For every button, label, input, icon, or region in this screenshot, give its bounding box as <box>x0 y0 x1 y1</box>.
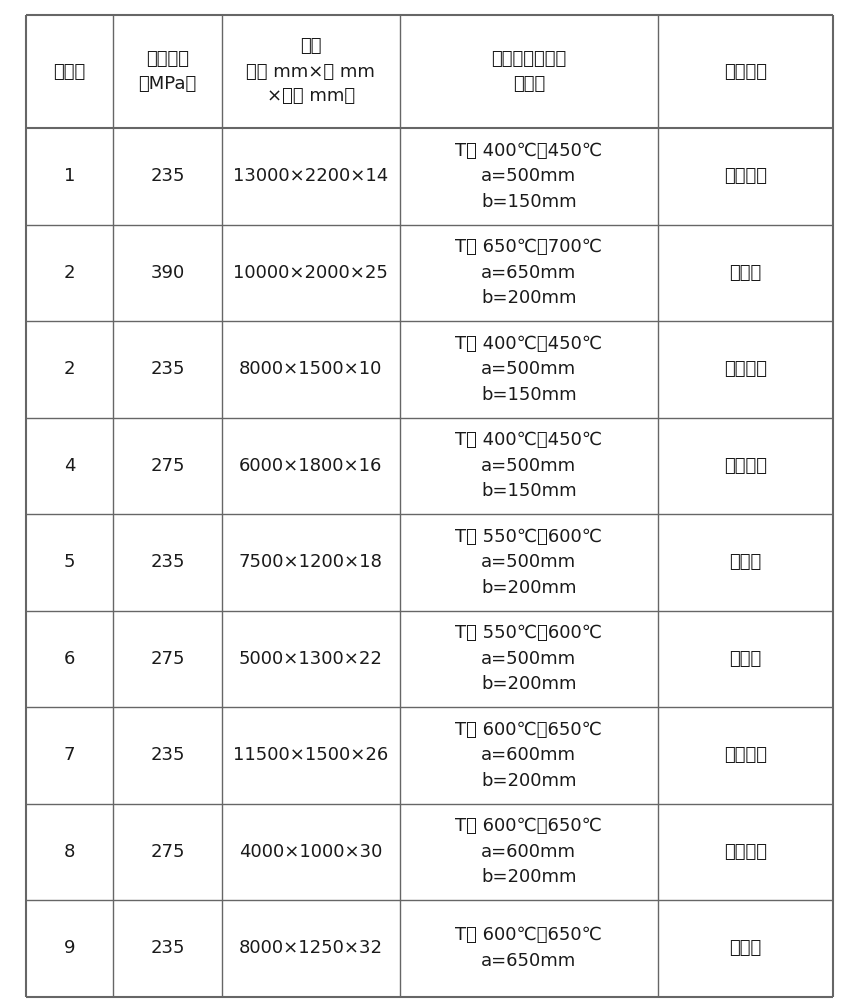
Text: 加热工具: 加热工具 <box>724 62 767 81</box>
Text: 6000×1800×16: 6000×1800×16 <box>239 457 382 475</box>
Text: 5000×1300×22: 5000×1300×22 <box>239 650 383 668</box>
Text: T： 600℃～650℃
a=650mm: T： 600℃～650℃ a=650mm <box>455 926 602 970</box>
Text: 热电偶: 热电偶 <box>729 553 762 571</box>
Text: 4: 4 <box>64 457 75 475</box>
Text: 275: 275 <box>150 457 185 475</box>
Text: 6: 6 <box>64 650 75 668</box>
Text: 火焰烤把: 火焰烤把 <box>724 360 767 378</box>
Text: 275: 275 <box>150 650 185 668</box>
Text: 235: 235 <box>150 939 185 957</box>
Text: 热电偶: 热电偶 <box>729 939 762 957</box>
Text: 实施例: 实施例 <box>53 62 86 81</box>
Text: 热电偶: 热电偶 <box>729 650 762 668</box>
Text: T： 400℃～450℃
a=500mm
b=150mm: T： 400℃～450℃ a=500mm b=150mm <box>455 431 602 500</box>
Text: 火焰烤把: 火焰烤把 <box>724 843 767 861</box>
Text: 火焰烤把: 火焰烤把 <box>724 457 767 475</box>
Text: 235: 235 <box>150 746 185 764</box>
Text: 1: 1 <box>64 167 75 185</box>
Text: 235: 235 <box>150 360 185 378</box>
Text: 235: 235 <box>150 167 185 185</box>
Text: 235: 235 <box>150 553 185 571</box>
Text: 390: 390 <box>150 264 185 282</box>
Text: 4000×1000×30: 4000×1000×30 <box>239 843 382 861</box>
Text: 8000×1250×32: 8000×1250×32 <box>239 939 383 957</box>
Text: 火焰烤把: 火焰烤把 <box>724 746 767 764</box>
Text: 5: 5 <box>64 553 75 571</box>
Text: 13000×2200×14: 13000×2200×14 <box>233 167 388 185</box>
Text: 10000×2000×25: 10000×2000×25 <box>234 264 388 282</box>
Text: T： 600℃～650℃
a=600mm
b=200mm: T： 600℃～650℃ a=600mm b=200mm <box>455 721 602 790</box>
Text: 热电偶: 热电偶 <box>729 264 762 282</box>
Text: T： 550℃～600℃
a=500mm
b=200mm: T： 550℃～600℃ a=500mm b=200mm <box>455 624 602 693</box>
Text: T： 400℃～450℃
a=500mm
b=150mm: T： 400℃～450℃ a=500mm b=150mm <box>455 142 602 211</box>
Text: 8: 8 <box>64 843 75 861</box>
Text: T： 400℃～450℃
a=500mm
b=150mm: T： 400℃～450℃ a=500mm b=150mm <box>455 335 602 404</box>
Text: 规格
（长 mm×宽 mm
×厚度 mm）: 规格 （长 mm×宽 mm ×厚度 mm） <box>247 37 375 105</box>
Text: 275: 275 <box>150 843 185 861</box>
Text: T： 650℃～700℃
a=650mm
b=200mm: T： 650℃～700℃ a=650mm b=200mm <box>455 238 602 307</box>
Text: T： 600℃～650℃
a=600mm
b=200mm: T： 600℃～650℃ a=600mm b=200mm <box>455 817 602 886</box>
Text: 火焰烤把: 火焰烤把 <box>724 167 767 185</box>
Text: 11500×1500×26: 11500×1500×26 <box>233 746 388 764</box>
Text: 2: 2 <box>64 264 75 282</box>
Text: T： 550℃～600℃
a=500mm
b=200mm: T： 550℃～600℃ a=500mm b=200mm <box>455 528 602 597</box>
Text: 加热温度区间和
温控区: 加热温度区间和 温控区 <box>491 50 566 93</box>
Text: 8000×1500×10: 8000×1500×10 <box>239 360 382 378</box>
Text: 9: 9 <box>64 939 75 957</box>
Text: 2: 2 <box>64 360 75 378</box>
Text: 7: 7 <box>64 746 75 764</box>
Text: 7500×1200×18: 7500×1200×18 <box>239 553 383 571</box>
Text: 屈服强度
（MPa）: 屈服强度 （MPa） <box>138 50 197 93</box>
